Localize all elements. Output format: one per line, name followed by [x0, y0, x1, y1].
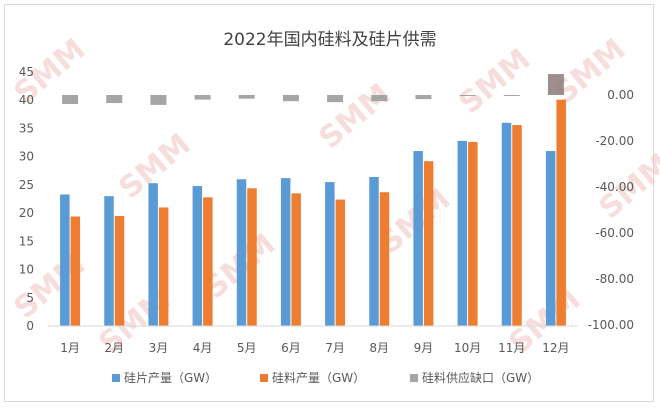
left-axis-tick-label: 25 — [19, 178, 34, 192]
left-axis-tick-label: 30 — [19, 150, 34, 164]
legend-label: 硅片产量（GW） — [124, 371, 217, 385]
supply-gap-bar — [282, 95, 299, 102]
supply-gap-bar — [459, 95, 476, 96]
category-label: 4月 — [193, 341, 213, 355]
right-axis-tick-label: -20.00 — [595, 134, 634, 148]
right-axis-tick-label: 0.00 — [607, 88, 634, 102]
category-label: 2月 — [104, 341, 124, 355]
supply-gap-bar — [415, 95, 432, 100]
wafer-output-bar — [280, 178, 291, 326]
supply-gap-bar — [106, 95, 123, 104]
polysilicon-output-bar — [247, 188, 257, 326]
polysilicon-output-bar — [158, 207, 169, 326]
left-axis-tick-label: 20 — [19, 206, 34, 220]
polysilicon-output-bar — [512, 125, 522, 327]
left-axis-tick-label: 15 — [19, 234, 34, 248]
left-axis-tick-label: 5 — [26, 291, 34, 305]
category-label: 7月 — [325, 341, 345, 355]
category-label: 1月 — [60, 341, 80, 355]
supply-gap-bar — [150, 95, 167, 105]
right-axis-tick-label: -100.00 — [588, 318, 634, 332]
wafer-output-bar — [60, 194, 70, 326]
wafer-output-bar — [369, 176, 379, 326]
wafer-output-bar — [413, 151, 423, 326]
category-label: 11月 — [498, 341, 525, 355]
legend-swatch — [112, 374, 120, 382]
wafer-output-bar — [104, 196, 114, 326]
category-label: 6月 — [281, 341, 301, 355]
polysilicon-output-bar — [291, 193, 301, 326]
polysilicon-output-bar — [556, 99, 566, 326]
category-label: 3月 — [149, 341, 169, 355]
right-axis-tick-label: -80.00 — [595, 272, 634, 286]
right-axis-tick-label: -60.00 — [595, 226, 634, 240]
wafer-output-bar — [501, 122, 512, 326]
supply-gap-bar — [371, 95, 388, 102]
legend-swatch — [410, 374, 418, 382]
left-axis-tick-label: 0 — [26, 319, 34, 333]
category-label: 5月 — [237, 341, 257, 355]
right-axis-tick-label: -40.00 — [595, 180, 634, 194]
legend-swatch — [260, 374, 268, 382]
category-label: 12月 — [542, 341, 569, 355]
watermark-3: SMM — [313, 77, 398, 156]
category-label: 8月 — [369, 341, 389, 355]
wafer-output-bar — [545, 151, 556, 326]
category-label: 9月 — [414, 341, 434, 355]
polysilicon-output-bar — [423, 161, 434, 326]
left-axis-tick-label: 10 — [19, 263, 34, 277]
category-label: 10月 — [454, 341, 481, 355]
left-axis-tick-label: 35 — [19, 121, 34, 135]
legend-label: 硅料供应缺口（GW） — [422, 370, 539, 385]
supply-gap-bar — [503, 95, 520, 96]
supply-gap-bar — [327, 95, 344, 103]
polysilicon-output-bar — [114, 215, 125, 326]
wafer-output-bar — [236, 179, 247, 326]
polysilicon-output-bar — [70, 216, 81, 326]
polysilicon-output-bar — [379, 192, 390, 326]
left-axis-tick-label: 45 — [19, 65, 34, 79]
watermark-4: SMM — [453, 42, 538, 121]
wafer-output-bar — [325, 182, 335, 326]
supply-gap-bar — [547, 74, 564, 95]
legend-label: 硅料产量（GW） — [272, 371, 365, 385]
wafer-output-bar — [148, 183, 158, 326]
polysilicon-output-bar — [468, 141, 478, 326]
supply-gap-bar — [238, 95, 255, 99]
wafer-output-bar — [192, 186, 203, 326]
supply-gap-bar — [62, 95, 79, 104]
supply-gap-bar — [194, 95, 211, 100]
left-axis-tick-label: 40 — [19, 93, 34, 107]
wafer-output-bar — [457, 140, 468, 326]
chart-title: 2022年国内硅料及硅片供需 — [223, 30, 436, 50]
polysilicon-output-bar — [203, 197, 213, 326]
polysilicon-output-bar — [335, 199, 346, 326]
